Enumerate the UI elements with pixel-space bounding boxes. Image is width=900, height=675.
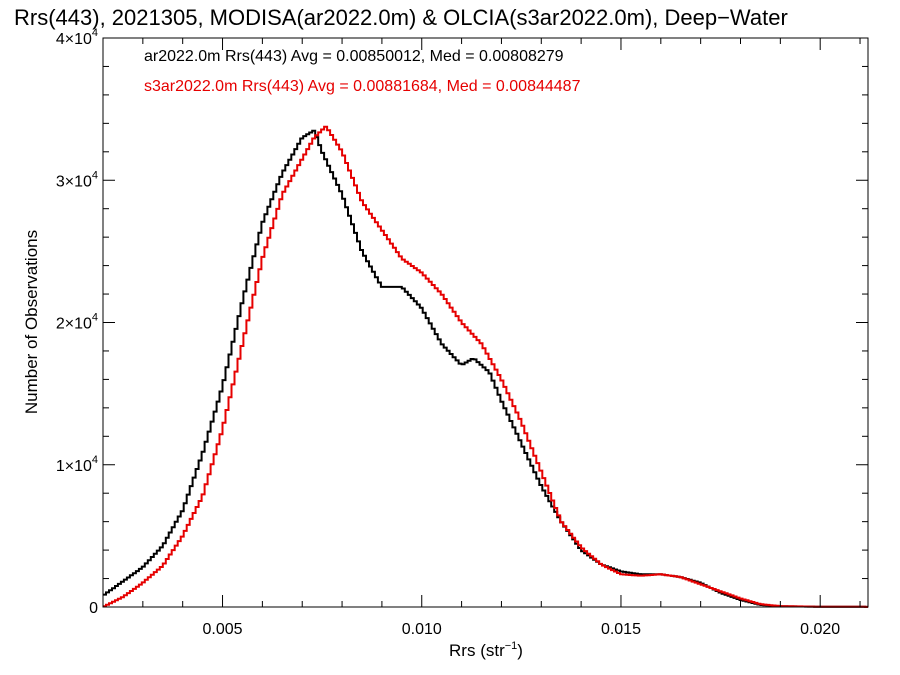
x-tick-label: 0.005 <box>203 621 243 638</box>
chart-title: Rrs(443), 2021305, MODISA(ar2022.0m) & O… <box>14 5 788 30</box>
x-axis-label-end: ) <box>517 641 523 660</box>
y-tick-label: 1×104 <box>56 454 98 475</box>
y-tick-label: 4×104 <box>56 27 98 48</box>
x-tick-label: 0.010 <box>402 621 442 638</box>
x-axis-label: Rrs (str−1) <box>449 640 523 660</box>
series-line-1 <box>103 125 868 608</box>
y-tick-label: 0 <box>89 600 98 617</box>
plot-frame <box>102 37 869 608</box>
series-line-0 <box>103 129 868 608</box>
series-layer <box>103 125 868 608</box>
x-tick-label: 0.020 <box>800 621 840 638</box>
legend-entry-modisa: ar2022.0m Rrs(443) Avg = 0.00850012, Med… <box>144 48 564 65</box>
x-tick-label: 0.015 <box>601 621 641 638</box>
legend-entry-olcia: s3ar2022.0m Rrs(443) Avg = 0.00881684, M… <box>144 78 581 95</box>
x-axis-label-text: Rrs (str <box>449 641 505 660</box>
y-tick-label: 3×104 <box>56 169 98 190</box>
legend: ar2022.0m Rrs(443) Avg = 0.00850012, Med… <box>144 48 581 95</box>
ticks-layer: 0.005 0.010 0.015 0.020 0 1×104 2×104 3×104 4×10… <box>56 27 868 638</box>
x-axis-label-exponent: −1 <box>505 640 518 652</box>
y-axis-label: Number of Observations <box>22 230 41 414</box>
y-tick-label: 2×104 <box>56 312 98 333</box>
